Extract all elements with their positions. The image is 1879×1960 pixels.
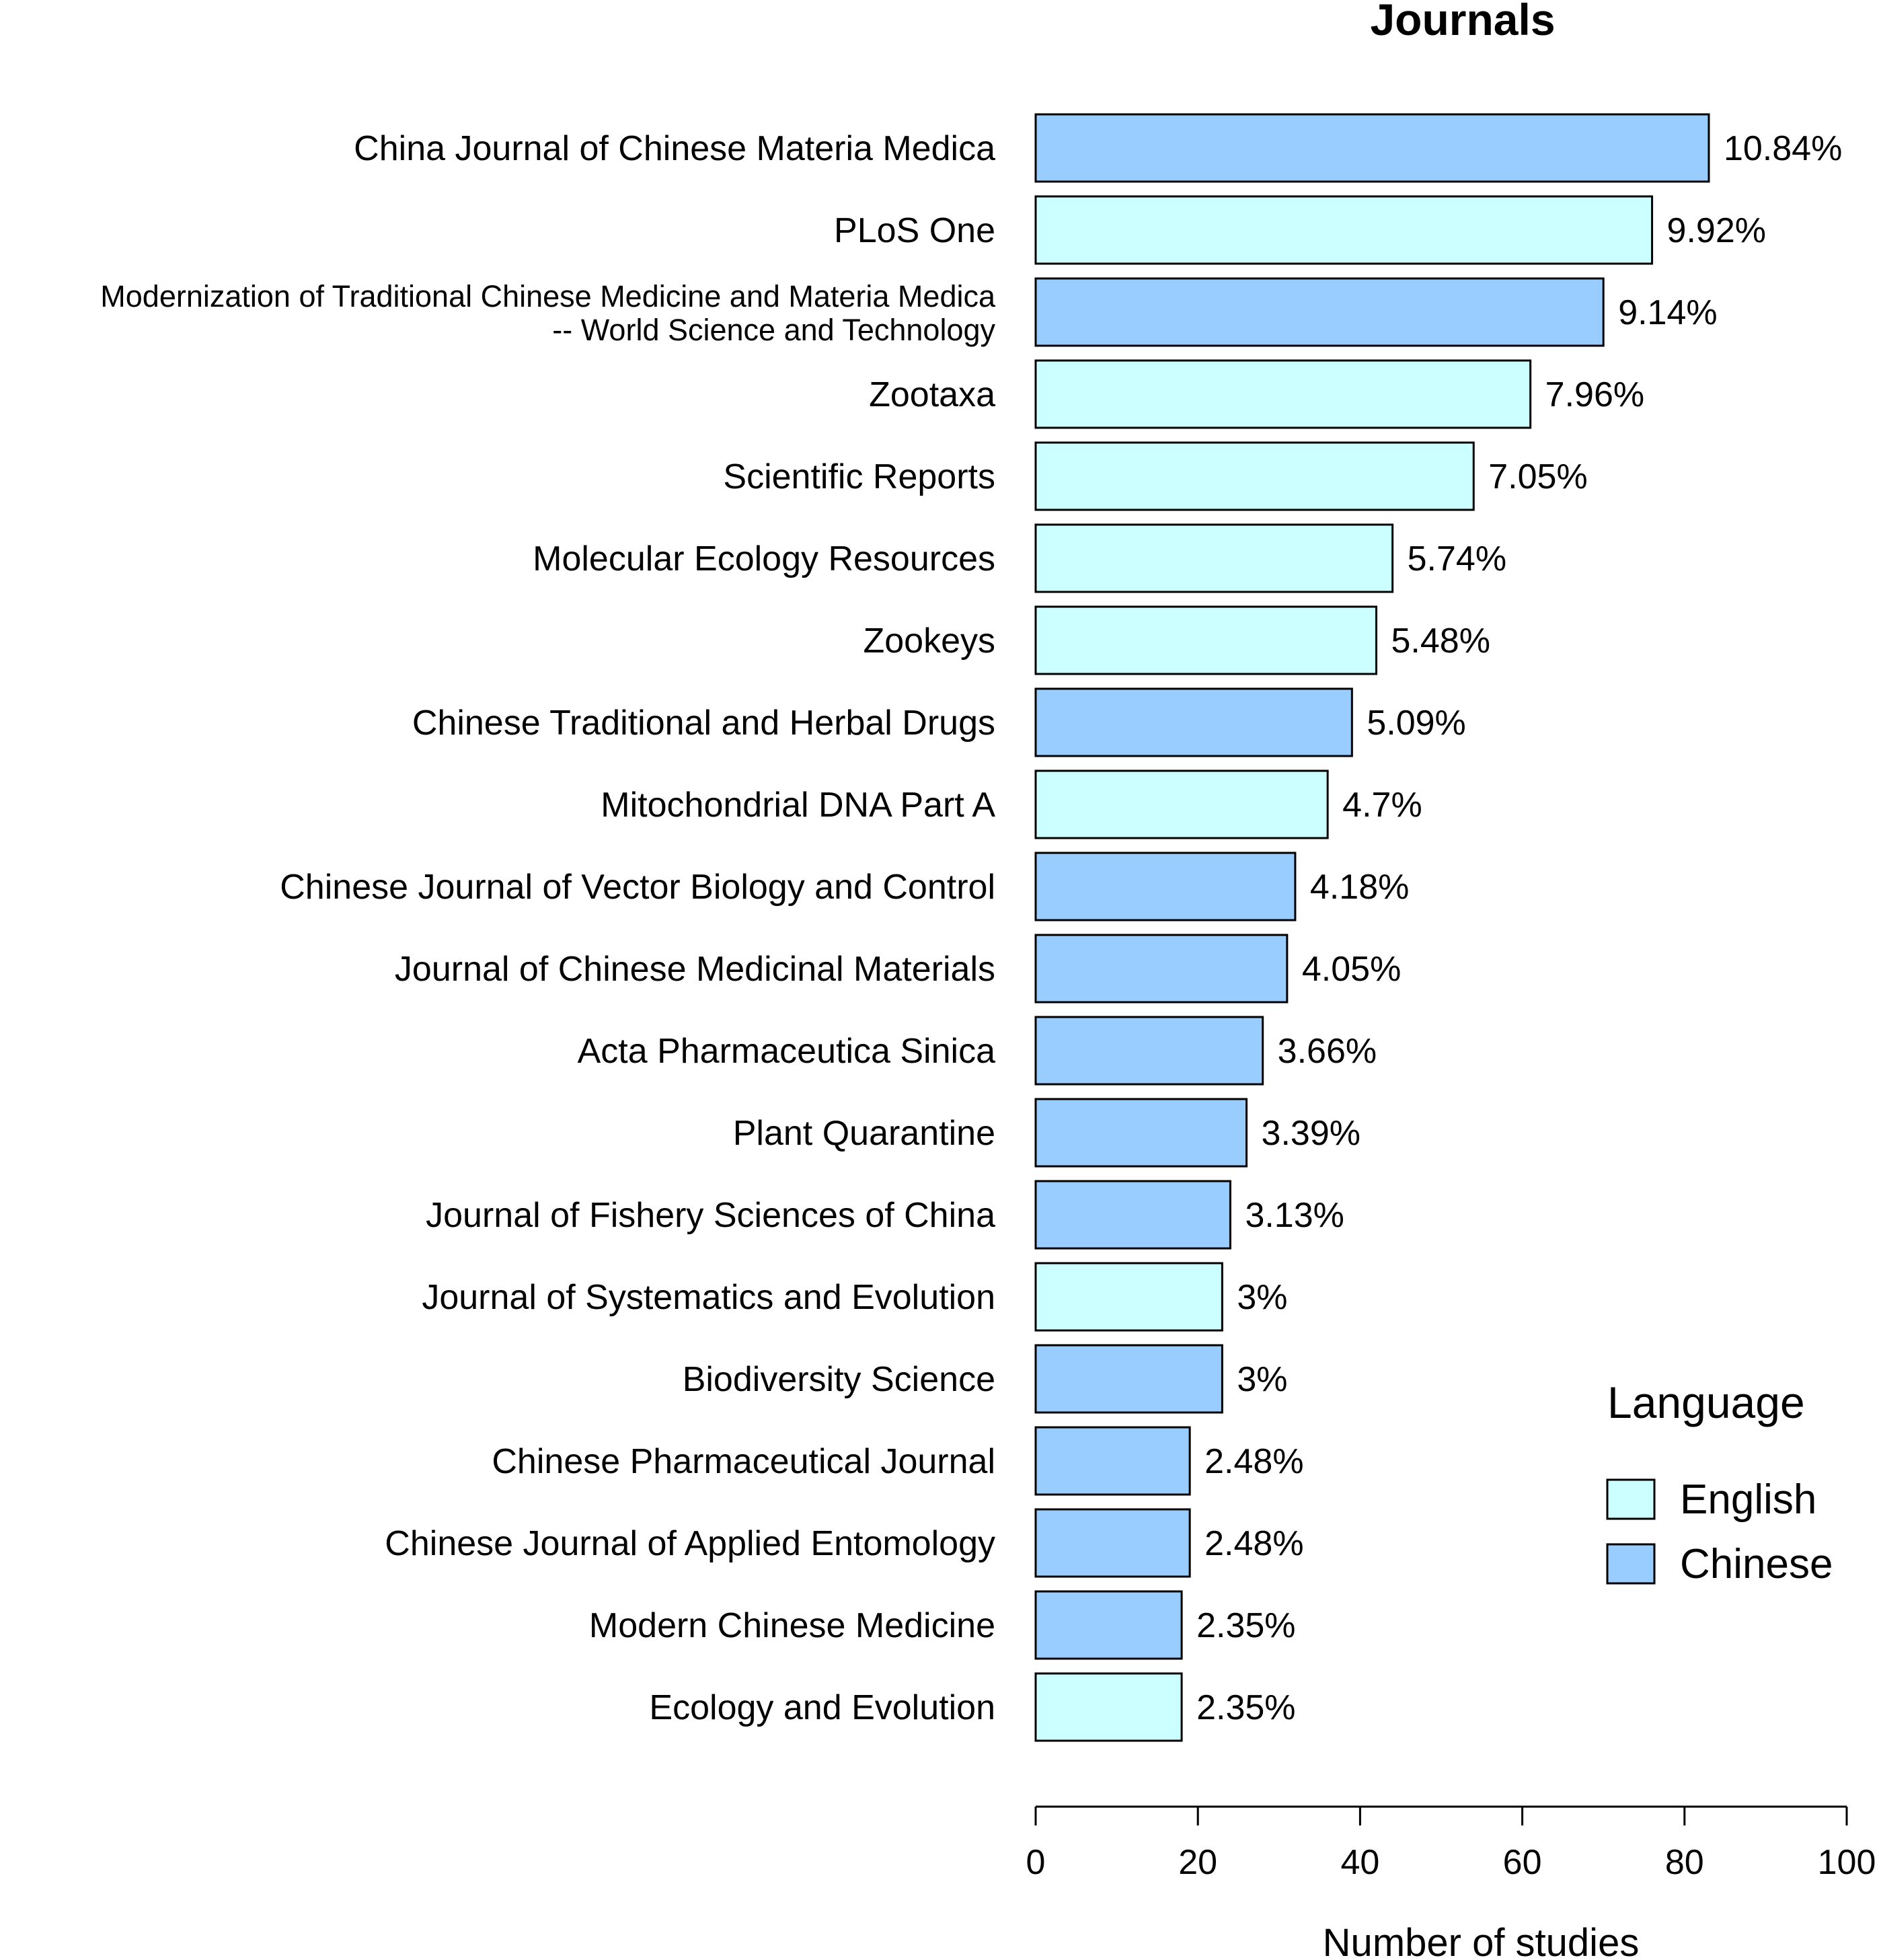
bar-molecular-ecology-resources — [1034, 523, 1394, 593]
legend-swatch-chinese — [1606, 1543, 1656, 1585]
category-label-chinese-journal-of-applied-entomology: Chinese Journal of Applied Entomology — [385, 1524, 995, 1563]
x-tick-label-40: 40 — [1340, 1843, 1379, 1882]
x-axis: 0 20 40 60 80 100 — [1026, 1805, 1876, 1882]
chart-title: Journals — [1370, 0, 1555, 44]
value-label-china-journal-of-chinese-materia-medica: 10.84% — [1724, 129, 1842, 168]
bars-group — [1034, 113, 1710, 1742]
bar-chinese-traditional-and-herbal-drugs — [1034, 687, 1353, 757]
legend-label-english: English — [1680, 1476, 1816, 1523]
bar-journal-of-fishery-sciences-of-china — [1034, 1180, 1231, 1250]
legend: Language English Chinese — [1606, 1378, 1833, 1587]
bar-plos-one — [1034, 195, 1654, 265]
category-label-ecology-and-evolution: Ecology and Evolution — [649, 1688, 995, 1727]
x-axis-title: Number of studies — [1323, 1921, 1640, 1960]
bar-biodiversity-science — [1034, 1344, 1223, 1414]
bar-modernization-of-traditional-chinese-medicine-and-materia-medica — [1034, 277, 1605, 347]
value-label-mitochondrial-dna-part-a: 4.7% — [1342, 786, 1422, 825]
category-label-biodiversity-science: Biodiversity Science — [683, 1360, 995, 1399]
bar-plant-quarantine — [1034, 1098, 1248, 1168]
category-label-modern-chinese-medicine: Modern Chinese Medicine — [589, 1606, 995, 1645]
category-label-journal-of-chinese-medicinal-materials: Journal of Chinese Medicinal Materials — [395, 950, 995, 989]
value-label-chinese-pharmaceutical-journal: 2.48% — [1204, 1442, 1303, 1481]
legend-title: Language — [1607, 1378, 1805, 1427]
category-label-mitochondrial-dna-part-a: Mitochondrial DNA Part A — [601, 786, 995, 825]
category-label-scientific-reports: Scientific Reports — [723, 457, 995, 496]
x-tick-label-100: 100 — [1818, 1843, 1876, 1882]
category-label-modernization-of-traditional-chinese-medicine-and-materia-medica-line-2: -- World Science and Technology — [552, 313, 995, 347]
value-label-modern-chinese-medicine: 2.35% — [1196, 1606, 1295, 1645]
value-label-chinese-journal-of-applied-entomology: 2.48% — [1204, 1524, 1303, 1563]
bar-ecology-and-evolution — [1034, 1672, 1183, 1742]
value-label-scientific-reports: 7.05% — [1488, 457, 1587, 496]
category-label-chinese-pharmaceutical-journal: Chinese Pharmaceutical Journal — [492, 1442, 995, 1481]
value-label-chinese-journal-of-vector-biology-and-control: 4.18% — [1310, 868, 1409, 907]
value-label-chinese-traditional-and-herbal-drugs: 5.09% — [1367, 704, 1465, 743]
x-tick-label-20: 20 — [1178, 1843, 1217, 1882]
bar-journal-of-systematics-and-evolution — [1034, 1262, 1223, 1332]
bar-chinese-pharmaceutical-journal — [1034, 1426, 1191, 1496]
legend-label-chinese: Chinese — [1680, 1541, 1833, 1587]
bar-scientific-reports — [1034, 441, 1475, 511]
category-label-plant-quarantine: Plant Quarantine — [733, 1114, 995, 1153]
value-label-plant-quarantine: 3.39% — [1262, 1114, 1360, 1153]
category-label-journal-of-fishery-sciences-of-china: Journal of Fishery Sciences of China — [426, 1196, 995, 1235]
bar-zootaxa — [1034, 359, 1532, 429]
category-label-modernization-of-traditional-chinese-medicine-and-materia-medica-line-1: Modernization of Traditional Chinese Med… — [100, 279, 996, 313]
bar-china-journal-of-chinese-materia-medica — [1034, 113, 1710, 183]
bar-modern-chinese-medicine — [1034, 1590, 1183, 1660]
bar-journal-of-chinese-medicinal-materials — [1034, 934, 1289, 1004]
category-label-chinese-traditional-and-herbal-drugs: Chinese Traditional and Herbal Drugs — [412, 704, 995, 743]
bar-acta-pharmaceutica-sinica — [1034, 1016, 1264, 1086]
category-label-zookeys: Zookeys — [863, 621, 995, 661]
value-label-journal-of-chinese-medicinal-materials: 4.05% — [1302, 950, 1401, 989]
value-labels-group: 10.84% 9.92% 9.14% 7.96% 7.05% 5.74% 5.48% 5.09… — [1196, 129, 1842, 1727]
value-label-plos-one: 9.92% — [1667, 211, 1766, 250]
x-tick-label-60: 60 — [1503, 1843, 1542, 1882]
x-tick-label-0: 0 — [1026, 1843, 1046, 1882]
category-label-plos-one: PLoS One — [834, 211, 995, 250]
bar-mitochondrial-dna-part-a — [1034, 769, 1329, 839]
value-label-journal-of-fishery-sciences-of-china: 3.13% — [1245, 1196, 1344, 1235]
x-tick-label-80: 80 — [1665, 1843, 1704, 1882]
value-label-zootaxa: 7.96% — [1545, 375, 1644, 414]
value-label-ecology-and-evolution: 2.35% — [1196, 1688, 1295, 1727]
category-label-acta-pharmaceutica-sinica: Acta Pharmaceutica Sinica — [578, 1032, 995, 1071]
category-label-china-journal-of-chinese-materia-medica: China Journal of Chinese Materia Medica — [354, 129, 995, 168]
value-label-zookeys: 5.48% — [1391, 621, 1490, 661]
category-label-molecular-ecology-resources: Molecular Ecology Resources — [533, 539, 995, 578]
category-label-journal-of-systematics-and-evolution: Journal of Systematics and Evolution — [422, 1278, 995, 1317]
category-labels-group: China Journal of Chinese Materia Medica P… — [100, 129, 996, 1727]
category-label-chinese-journal-of-vector-biology-and-control: Chinese Journal of Vector Biology and Co… — [280, 868, 995, 907]
value-label-modernization-of-traditional-chinese-medicine-and-materia-medica: 9.14% — [1618, 293, 1717, 332]
value-label-molecular-ecology-resources: 5.74% — [1408, 539, 1506, 578]
bar-zookeys — [1034, 605, 1378, 675]
bar-chinese-journal-of-applied-entomology — [1034, 1508, 1191, 1578]
value-label-acta-pharmaceutica-sinica: 3.66% — [1278, 1032, 1377, 1071]
legend-swatch-english — [1606, 1478, 1656, 1520]
category-label-zootaxa: Zootaxa — [869, 375, 995, 414]
value-label-biodiversity-science: 3% — [1237, 1360, 1287, 1399]
bar-chinese-journal-of-vector-biology-and-control — [1034, 852, 1297, 921]
value-label-journal-of-systematics-and-evolution: 3% — [1237, 1278, 1287, 1317]
